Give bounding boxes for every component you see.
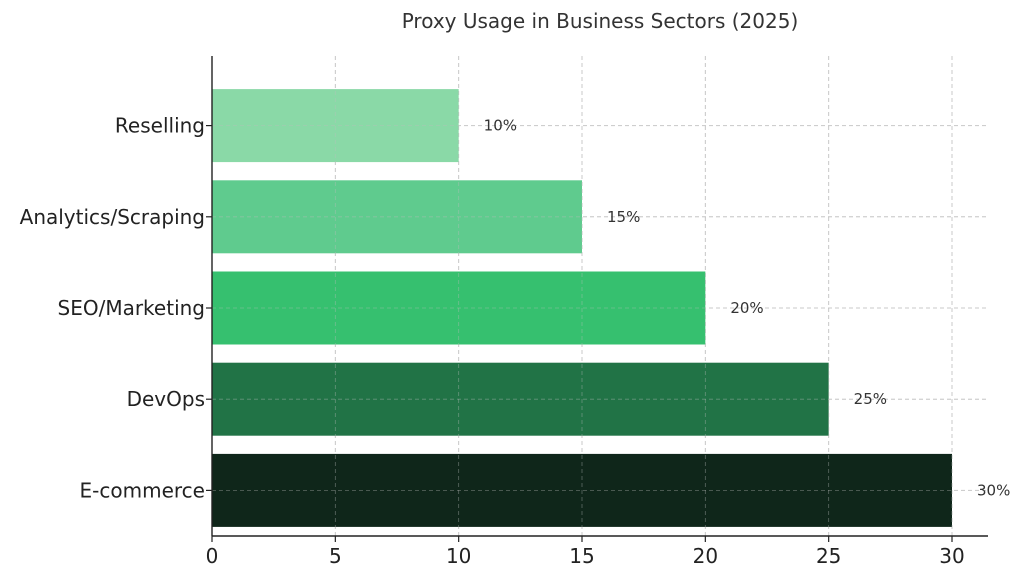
bar-seo-marketing: [212, 271, 706, 345]
category-label: E-commerce: [80, 478, 205, 502]
data-label: 10%: [484, 117, 517, 135]
bar-reselling: [212, 89, 459, 163]
data-label: 30%: [977, 481, 1010, 499]
data-label: 20%: [730, 299, 763, 317]
data-label: 25%: [854, 390, 887, 408]
x-tick-label: 5: [329, 544, 342, 568]
x-tick-label: 0: [206, 544, 219, 568]
bar-devops: [212, 362, 829, 436]
x-tick-label: 25: [816, 544, 841, 568]
category-label: DevOps: [127, 387, 205, 411]
bar-analytics-scraping: [212, 180, 582, 254]
bar-e-commerce: [212, 453, 952, 527]
grid-overlay-layer: [211, 56, 988, 536]
labels-layer: 0 5 10 15 20 25 30 E-commerce DevOps SEO/Marketin…: [20, 114, 1011, 568]
x-tick-label: 20: [693, 544, 718, 568]
x-tick-label: 30: [939, 544, 964, 568]
x-tick-label: 10: [446, 544, 471, 568]
category-label: Analytics/Scraping: [20, 205, 205, 229]
x-tick-label: 15: [569, 544, 594, 568]
category-label: SEO/Marketing: [58, 296, 206, 320]
chart-title: Proxy Usage in Business Sectors (2025): [402, 9, 799, 33]
data-label: 15%: [607, 208, 640, 226]
category-label: Reselling: [115, 114, 205, 138]
bars-layer: [212, 89, 952, 527]
axes-layer: [206, 56, 988, 542]
